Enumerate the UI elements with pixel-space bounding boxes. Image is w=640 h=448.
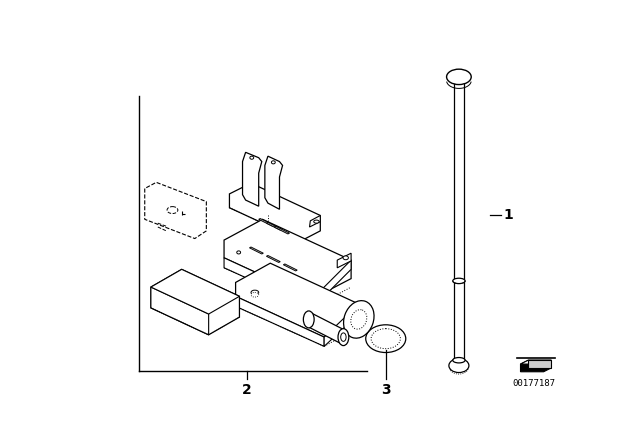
Text: 00177187: 00177187 bbox=[513, 379, 556, 388]
Ellipse shape bbox=[251, 293, 259, 297]
Polygon shape bbox=[243, 152, 262, 206]
Ellipse shape bbox=[303, 311, 314, 328]
Polygon shape bbox=[528, 360, 551, 368]
Polygon shape bbox=[324, 304, 359, 346]
Polygon shape bbox=[312, 260, 351, 308]
Ellipse shape bbox=[449, 359, 469, 373]
Polygon shape bbox=[250, 247, 263, 254]
Polygon shape bbox=[310, 215, 320, 227]
Text: 2: 2 bbox=[243, 383, 252, 397]
Ellipse shape bbox=[336, 329, 344, 333]
Ellipse shape bbox=[251, 290, 259, 295]
Ellipse shape bbox=[237, 251, 241, 254]
Ellipse shape bbox=[343, 256, 348, 260]
Ellipse shape bbox=[338, 329, 349, 345]
Polygon shape bbox=[284, 264, 297, 271]
Polygon shape bbox=[230, 183, 320, 241]
Ellipse shape bbox=[371, 329, 401, 349]
Text: 1: 1 bbox=[504, 208, 513, 223]
Polygon shape bbox=[224, 258, 312, 308]
Polygon shape bbox=[308, 312, 344, 345]
Polygon shape bbox=[236, 263, 359, 337]
Polygon shape bbox=[265, 156, 283, 209]
Ellipse shape bbox=[452, 358, 465, 363]
Ellipse shape bbox=[167, 207, 178, 214]
Polygon shape bbox=[520, 360, 551, 364]
Text: 3: 3 bbox=[381, 383, 390, 397]
Ellipse shape bbox=[452, 278, 465, 284]
Ellipse shape bbox=[447, 69, 471, 85]
Polygon shape bbox=[236, 296, 324, 346]
Polygon shape bbox=[520, 360, 551, 372]
Ellipse shape bbox=[271, 161, 275, 164]
Ellipse shape bbox=[351, 310, 367, 329]
Polygon shape bbox=[337, 253, 351, 268]
Polygon shape bbox=[259, 219, 274, 226]
Polygon shape bbox=[224, 220, 351, 299]
Ellipse shape bbox=[365, 325, 406, 353]
Polygon shape bbox=[145, 182, 206, 238]
Polygon shape bbox=[274, 226, 289, 234]
Polygon shape bbox=[151, 287, 209, 335]
Polygon shape bbox=[266, 255, 280, 263]
Polygon shape bbox=[151, 269, 239, 314]
Ellipse shape bbox=[344, 301, 374, 338]
Polygon shape bbox=[266, 222, 282, 230]
Polygon shape bbox=[151, 269, 239, 335]
Ellipse shape bbox=[340, 333, 346, 341]
Ellipse shape bbox=[250, 156, 253, 159]
Ellipse shape bbox=[314, 220, 319, 223]
